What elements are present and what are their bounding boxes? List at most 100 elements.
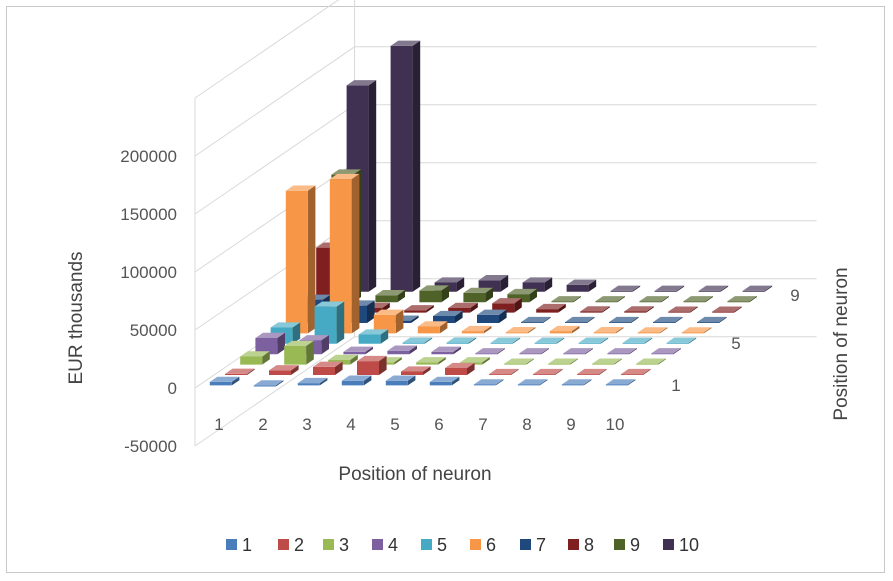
legend-item: 5 — [421, 535, 447, 555]
bar-side — [395, 309, 404, 334]
bar-front — [683, 301, 706, 303]
bar-1-8 — [517, 379, 548, 386]
y-tick-label: 200000 — [120, 147, 177, 166]
bar-top — [284, 340, 314, 347]
bar-top — [605, 379, 636, 385]
bar-1-9 — [561, 379, 592, 386]
bar-front — [343, 351, 366, 355]
bar-side — [615, 327, 624, 334]
bar-6-6 — [505, 327, 536, 334]
bar-front — [521, 322, 543, 323]
legend-swatch — [323, 539, 334, 550]
bar-side — [602, 306, 610, 313]
bar-side — [690, 306, 698, 313]
bar-top — [346, 80, 377, 86]
y-tick-label: -50000 — [124, 437, 177, 456]
bar-front — [489, 374, 511, 375]
bar-2-5 — [401, 366, 431, 375]
bar-top — [697, 316, 727, 323]
y-axis-ticks: -50000 0 50000 100000 150000 200000 — [120, 147, 177, 456]
bar-top — [548, 358, 578, 364]
bar-side — [719, 316, 727, 323]
bar-front — [609, 322, 631, 323]
bar-front — [595, 301, 618, 303]
bar-side — [407, 375, 416, 386]
bar-top — [490, 337, 521, 343]
legend-item: 9 — [614, 535, 640, 555]
bar-side — [439, 321, 448, 334]
bar-7-8 — [609, 316, 639, 323]
bar-top — [434, 277, 465, 283]
bar-top — [637, 327, 668, 333]
bar-front — [505, 332, 528, 334]
bar-5-10 — [666, 337, 697, 344]
bar-top — [401, 366, 431, 372]
bar-top — [445, 362, 475, 369]
bar-6-7 — [549, 325, 580, 334]
bar-front — [504, 363, 527, 365]
bar-top — [375, 290, 405, 296]
bar-front — [607, 353, 630, 355]
bar-5-9 — [622, 337, 653, 344]
bar-4-10 — [651, 348, 681, 355]
bar-side — [585, 348, 593, 355]
bar-3-8 — [548, 358, 578, 365]
legend-item: 2 — [278, 535, 304, 555]
bar-front — [580, 311, 603, 313]
bar-top — [653, 316, 683, 323]
bar-front — [697, 322, 719, 323]
bar-side — [456, 277, 465, 292]
legend-swatch — [421, 539, 432, 550]
bar-side — [544, 277, 553, 292]
bar-front — [668, 311, 691, 313]
bar-top — [433, 310, 463, 317]
bar-front — [285, 190, 308, 334]
bar-top — [654, 285, 685, 291]
bar-top — [431, 346, 461, 352]
bar-9-10 — [727, 296, 757, 303]
bar-1-6 — [429, 376, 460, 386]
bar-top — [561, 379, 592, 385]
bar-top — [460, 357, 490, 363]
bar-side — [483, 325, 492, 334]
bar-4-3 — [343, 346, 373, 355]
bar-1-10 — [605, 379, 636, 386]
bar-front — [225, 373, 247, 375]
bar-top — [489, 368, 519, 375]
bar-8-8 — [624, 306, 654, 313]
bar-top — [742, 285, 773, 291]
bar-side — [558, 303, 566, 313]
x-tick-label: 10 — [606, 415, 625, 434]
bar-3-9 — [592, 358, 622, 365]
bar-side — [424, 337, 433, 344]
bar-top — [712, 306, 742, 312]
bar-front — [742, 290, 765, 292]
bar-side — [511, 368, 519, 375]
legend-swatch — [614, 539, 625, 550]
bar-side — [409, 345, 417, 355]
bar-front — [416, 362, 439, 365]
bar-top — [609, 316, 639, 323]
bar-5-8 — [578, 337, 609, 344]
bar-top — [478, 275, 509, 281]
bar-side — [555, 368, 563, 375]
bar-side — [527, 327, 536, 334]
bar-top — [519, 348, 549, 354]
bar-side — [368, 80, 377, 292]
bar-10-9 — [698, 285, 729, 292]
bar-top — [534, 337, 565, 343]
bar-2-10 — [621, 368, 651, 375]
bar-2-8 — [533, 368, 563, 375]
bar-side — [321, 335, 329, 355]
bar-side — [468, 337, 477, 344]
y-axis-title: EUR thousands — [66, 251, 87, 384]
bar-side — [643, 368, 651, 375]
bar-top — [595, 296, 625, 302]
bar-1-4 — [341, 375, 372, 386]
bar-front — [727, 301, 750, 303]
bar-2-6 — [445, 362, 475, 375]
bar-top — [357, 355, 387, 362]
bar-side — [292, 322, 301, 344]
depth-tick-label: 1 — [671, 376, 680, 395]
